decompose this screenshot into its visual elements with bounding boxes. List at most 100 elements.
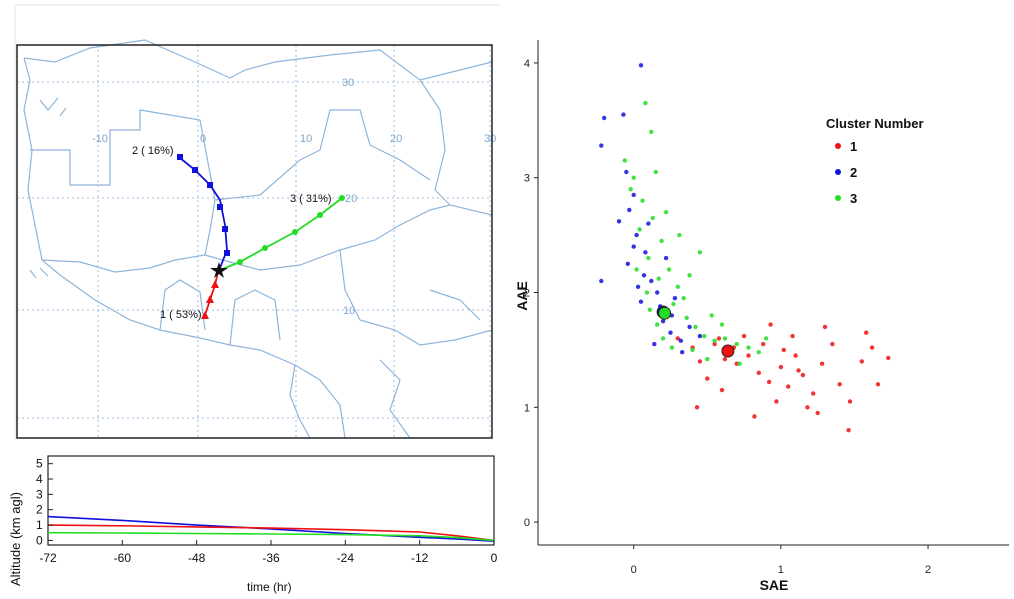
scatter-point (631, 192, 636, 198)
lat-label: 20 (345, 193, 357, 205)
scatter-point (647, 307, 653, 312)
scatter-point (763, 336, 769, 341)
map-land (23, 39, 493, 439)
legend-marker-3 (835, 195, 841, 201)
altitude-line-3 (47, 531, 495, 542)
lon-label: 30 (484, 133, 496, 145)
scatter-point (621, 112, 626, 117)
legend-title: Cluster Number (826, 116, 924, 131)
scatter-point (646, 255, 651, 261)
legend-entry: 2 (850, 165, 857, 180)
scatter-ylabel: AAE (514, 281, 530, 311)
scatter-point (666, 267, 672, 272)
scatter-point (684, 315, 689, 320)
altitude-xtick-label: -48 (188, 551, 206, 565)
scatter-point (643, 100, 648, 106)
scatter-point (652, 341, 657, 347)
scatter-xlabel: SAE (760, 577, 789, 593)
altitude-ytick-label: 1 (36, 518, 43, 532)
scatter-point (837, 382, 842, 387)
altitude-ytick-label: 0 (36, 533, 43, 547)
scatter-point (653, 169, 658, 175)
scatter-point (638, 299, 644, 304)
scatter-point (616, 219, 622, 224)
scatter-point (697, 333, 703, 339)
scatter-point (677, 232, 682, 238)
scatter-point (719, 387, 725, 393)
altitude-line-2 (47, 524, 495, 542)
lat-label: 10 (343, 305, 355, 317)
scatter-point (800, 372, 806, 378)
lon-label: 0 (200, 133, 206, 145)
legend-marker-1 (835, 143, 841, 149)
scatter-point (822, 324, 828, 330)
altitude-ytick-label: 3 (36, 487, 43, 501)
scatter-point (627, 207, 632, 213)
scatter-point (650, 215, 655, 221)
scatter-point (697, 250, 703, 255)
scatter-point (643, 250, 648, 255)
scatter-ytick-label: 2 (524, 288, 530, 300)
altitude-frame (47, 455, 495, 546)
scatter-point (819, 361, 825, 366)
scatter-point (624, 169, 629, 175)
scatter-point (671, 301, 676, 307)
scatter-xtick-label: 0 (631, 564, 637, 576)
trajectory-label: 2 ( 16%) (132, 145, 174, 157)
scatter-point (668, 330, 673, 335)
scatter-point (634, 232, 639, 238)
scatter-point (680, 350, 685, 355)
scatter-point (752, 414, 757, 419)
scatter-legend: Cluster Number 1 2 3 (826, 116, 924, 206)
scatter-point (631, 175, 636, 180)
trajectory-3-markers (237, 195, 345, 265)
scatter-point (660, 336, 666, 341)
scatter-point (811, 391, 816, 396)
scatter-point (644, 290, 650, 295)
scatter-point (599, 278, 604, 284)
scatter-point (660, 319, 666, 324)
legend-entry: 1 (850, 139, 857, 154)
scatter-point (766, 379, 772, 385)
trajectory-label: 3 ( 31%) (290, 193, 332, 205)
scatter-point (646, 221, 651, 226)
altitude-xtick-label: -24 (337, 551, 355, 565)
altitude-line-1 (47, 515, 495, 542)
scatter-point (635, 284, 641, 289)
scatter-point (622, 158, 627, 163)
scatter-point (659, 238, 664, 244)
altitude-xtick-label: -12 (411, 551, 429, 565)
scatter-point (628, 187, 633, 192)
scatter-point (768, 322, 773, 327)
scatter-point (637, 227, 642, 232)
scatter-point (859, 359, 864, 364)
altitude-ylabel: Altitude (km agl) (8, 492, 23, 586)
lon-label: -10 (92, 133, 108, 145)
scatter-point (875, 382, 881, 387)
altitude-xtick-label: -36 (262, 551, 280, 565)
scatter-point (631, 244, 636, 249)
scatter-point (663, 255, 669, 261)
scatter-point (886, 355, 891, 361)
lat-label: 30 (342, 77, 354, 89)
scatter-point (815, 410, 820, 416)
scatter-point (663, 210, 669, 215)
scatter-point (690, 347, 695, 353)
scatter-point (675, 284, 680, 289)
scatter-ytick-label: 1 (524, 402, 530, 414)
cluster-centroid-3 (658, 306, 672, 320)
trajectory-1-markers (201, 280, 219, 319)
scatter-point (734, 341, 739, 347)
scatter-point (741, 333, 747, 339)
scatter-point (712, 341, 717, 347)
scatter-ytick-label: 0 (524, 517, 530, 529)
scatter-point (681, 296, 686, 301)
scatter-ytick-label: 3 (524, 173, 530, 185)
altitude-xtick-label: -60 (114, 551, 132, 565)
map-grid (17, 45, 492, 438)
scatter-point (675, 336, 680, 341)
source-star-icon (210, 262, 228, 278)
scatter-point (847, 399, 853, 404)
scatter-point (702, 333, 707, 339)
